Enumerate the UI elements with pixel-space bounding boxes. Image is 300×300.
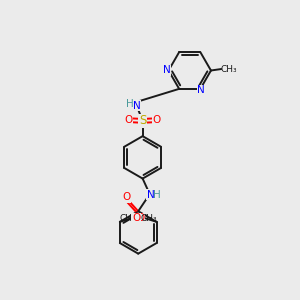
- Text: O: O: [125, 115, 133, 125]
- Text: O: O: [152, 115, 160, 125]
- Text: H: H: [154, 190, 161, 200]
- Text: N: N: [197, 85, 205, 95]
- Text: N: N: [147, 190, 155, 200]
- Text: CH₃: CH₃: [221, 64, 238, 74]
- Text: H: H: [126, 99, 134, 110]
- Text: O: O: [132, 213, 140, 223]
- Text: N: N: [163, 65, 171, 76]
- Text: O: O: [136, 213, 145, 223]
- Text: N: N: [133, 100, 141, 110]
- Text: O: O: [122, 192, 130, 203]
- Text: CH₃: CH₃: [140, 214, 157, 223]
- Text: S: S: [139, 114, 146, 127]
- Text: CH₃: CH₃: [120, 214, 136, 223]
